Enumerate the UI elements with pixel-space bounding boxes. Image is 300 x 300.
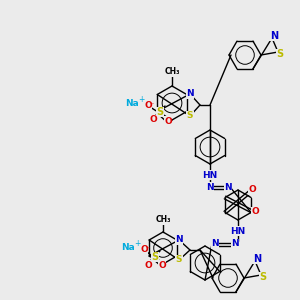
Text: S: S <box>152 252 159 262</box>
Text: HN: HN <box>202 170 217 179</box>
Text: +: + <box>134 238 140 247</box>
Text: O: O <box>158 260 166 269</box>
Text: N: N <box>211 239 219 248</box>
Text: S: S <box>276 49 284 59</box>
Text: S: S <box>260 272 267 282</box>
Text: N: N <box>253 254 261 264</box>
Text: O: O <box>149 116 157 124</box>
Text: N: N <box>224 182 232 191</box>
Text: S: S <box>156 107 164 117</box>
Text: CH₃: CH₃ <box>155 215 171 224</box>
Text: N: N <box>231 239 239 248</box>
Text: ⁻: ⁻ <box>146 244 150 253</box>
Text: O: O <box>164 116 172 125</box>
Text: +: + <box>138 94 144 103</box>
Text: O: O <box>248 185 256 194</box>
Text: S: S <box>176 256 182 265</box>
Text: Na: Na <box>125 98 139 107</box>
Text: ⁻: ⁻ <box>150 100 154 109</box>
Text: O: O <box>144 101 152 110</box>
Text: N: N <box>270 31 278 41</box>
Text: O: O <box>140 245 148 254</box>
Text: N: N <box>186 89 194 98</box>
Text: O: O <box>251 208 259 217</box>
Text: N: N <box>206 182 214 191</box>
Text: Na: Na <box>121 242 135 251</box>
Text: O: O <box>144 260 152 269</box>
Text: N: N <box>175 236 183 244</box>
Text: CH₃: CH₃ <box>164 68 180 76</box>
Text: S: S <box>187 112 193 121</box>
Text: HN: HN <box>230 226 246 236</box>
